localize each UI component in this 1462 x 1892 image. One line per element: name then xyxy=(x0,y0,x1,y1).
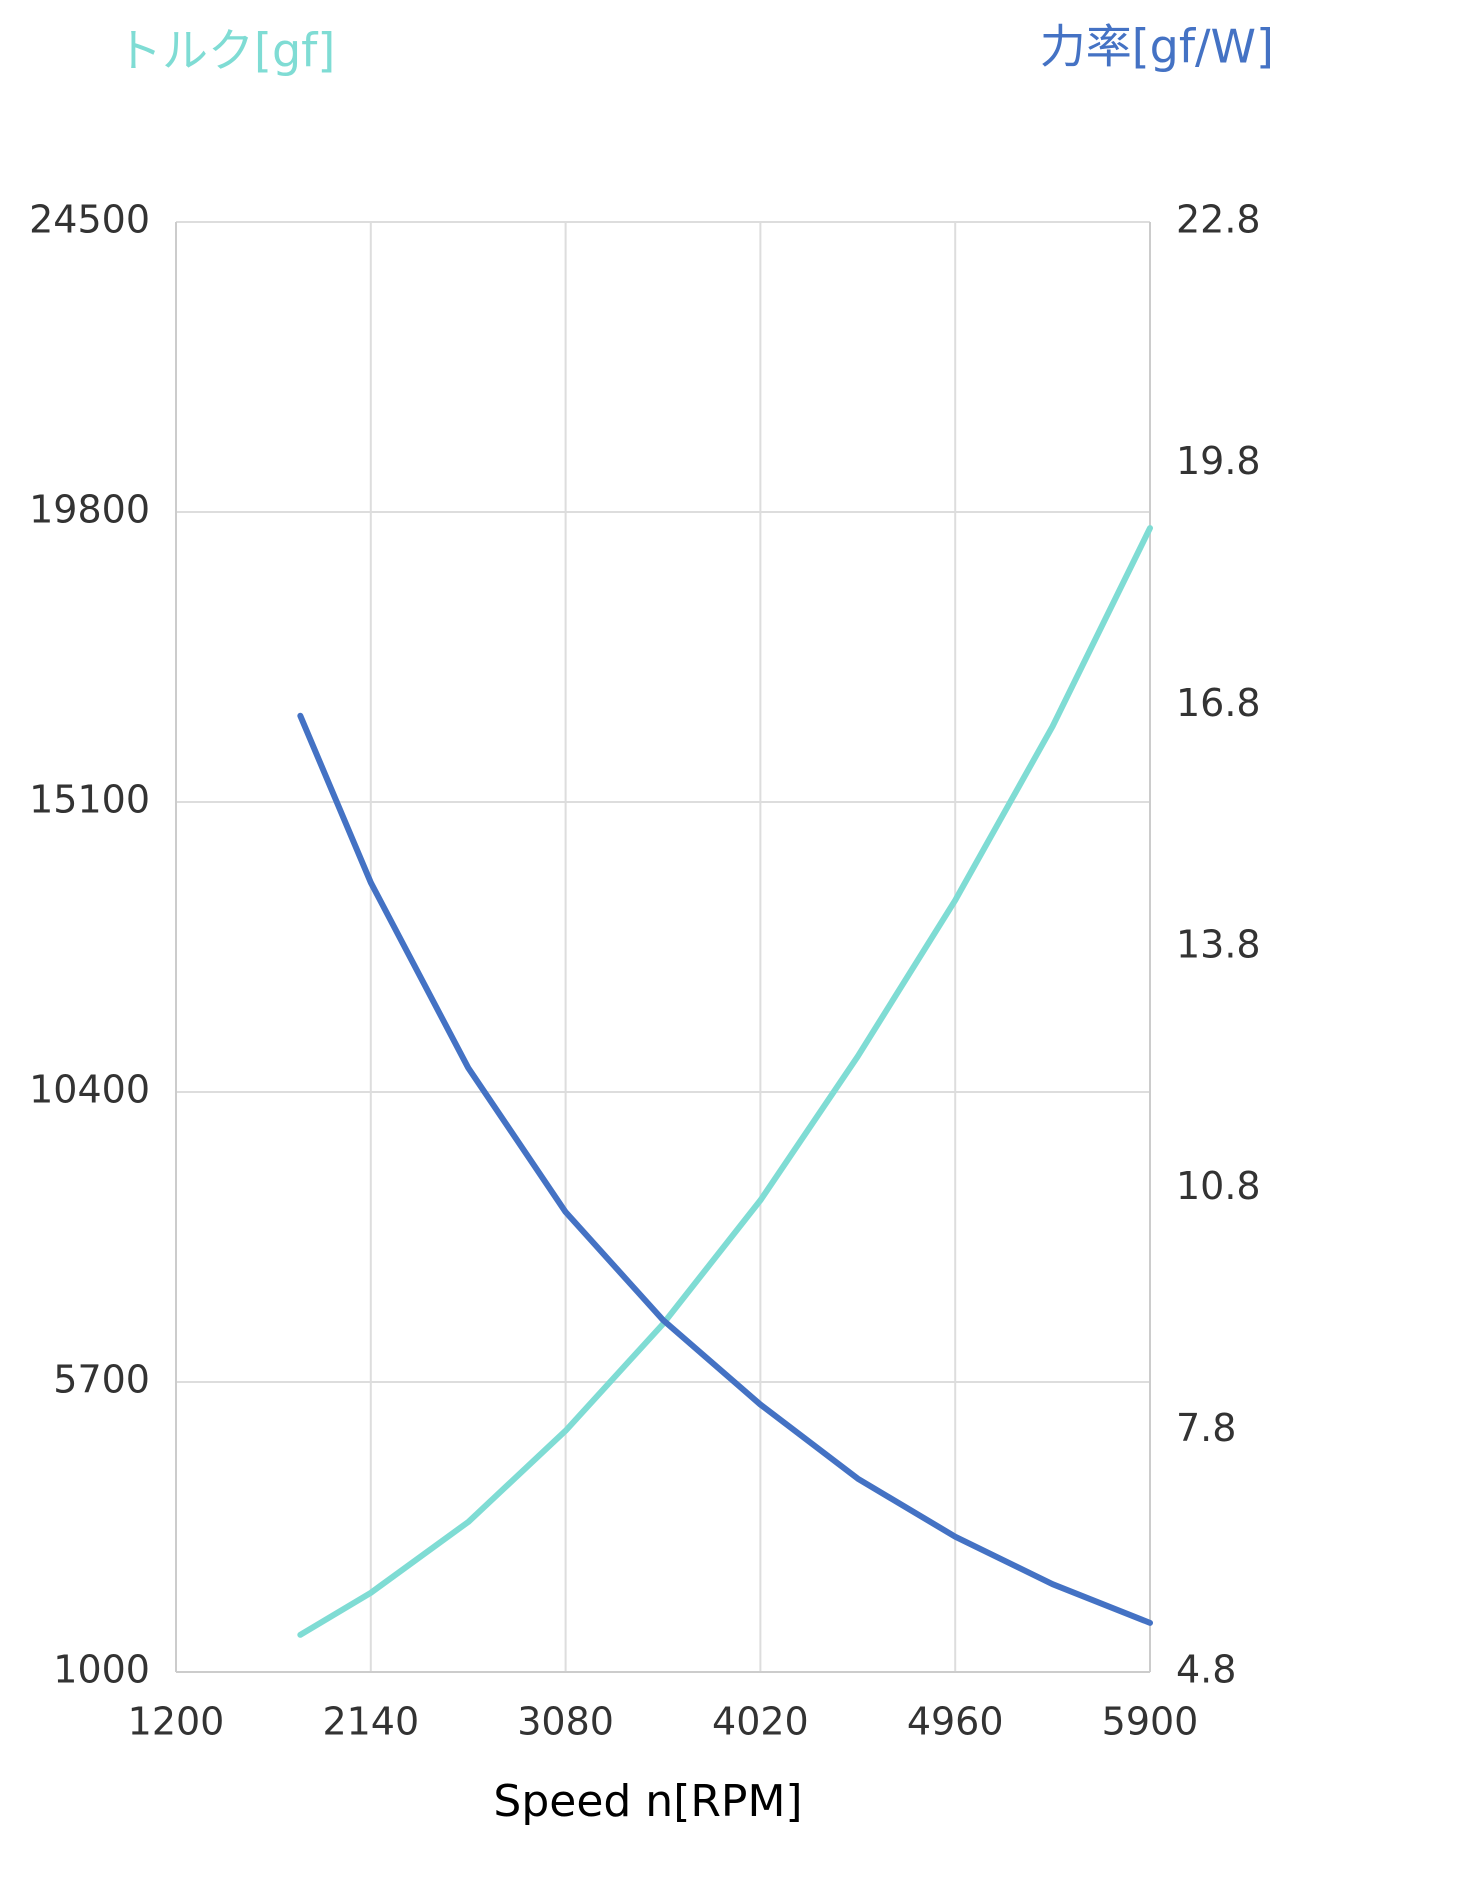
y2-axis-title: 力率[gf/W] xyxy=(1040,20,1274,74)
x-tick-label: 4960 xyxy=(907,1700,1004,1744)
y-tick-label: 15100 xyxy=(29,778,150,822)
y2-tick-label: 22.8 xyxy=(1176,198,1261,242)
x-tick-label: 2140 xyxy=(322,1700,419,1744)
line-series xyxy=(297,712,1153,1626)
y2-tick-label: 4.8 xyxy=(1176,1648,1236,1692)
y2-tick-label: 19.8 xyxy=(1176,439,1261,483)
x-tick-label: 5900 xyxy=(1102,1700,1199,1744)
y2-tick-label: 7.8 xyxy=(1176,1406,1236,1450)
x-tick-label: 4020 xyxy=(712,1700,809,1744)
x-tick-label: 1200 xyxy=(128,1700,225,1744)
x-axis-label: Speed n[RPM] xyxy=(493,1776,802,1827)
y2-tick-label: 13.8 xyxy=(1176,923,1261,967)
y-tick-label: 1000 xyxy=(53,1648,150,1692)
y-tick-label: 10400 xyxy=(29,1068,150,1112)
y2-tick-label: 16.8 xyxy=(1176,681,1261,725)
line-series xyxy=(297,525,1153,1638)
y-tick-label: 5700 xyxy=(53,1358,150,1402)
x-tick-label: 3080 xyxy=(517,1700,614,1744)
y-tick-label: 24500 xyxy=(29,198,150,242)
y-tick-label: 19800 xyxy=(29,488,150,532)
y2-tick-label: 10.8 xyxy=(1176,1164,1261,1208)
y-axis-title: トルク[gf] xyxy=(116,24,335,78)
